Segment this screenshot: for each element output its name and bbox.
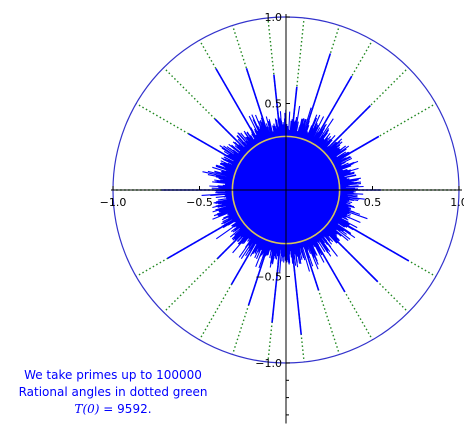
y-tick-label-1: 0.5 (265, 98, 283, 111)
caption-line-2: Rational angles in dotted green (19, 385, 208, 399)
rational-angle-rays (113, 17, 459, 363)
rational-ray-16 (267, 245, 281, 363)
caption-line-1: We take primes up to 100000 (24, 368, 202, 382)
rational-ray-21 (334, 217, 437, 278)
rational-ray-4 (302, 25, 341, 137)
rational-ray-8 (198, 39, 259, 142)
rational-ray-2 (325, 67, 409, 151)
rational-ray-1 (334, 102, 437, 163)
y-tick-label-2: −0.5 (255, 271, 282, 284)
x-tick-label-3: 1.0 (450, 196, 464, 209)
caption-math-term: T(0) (74, 402, 99, 416)
rational-ray-12 (135, 217, 238, 278)
rational-ray-17 (291, 245, 305, 363)
x-tick-label-0: −1.0 (100, 196, 127, 209)
rational-ray-18 (302, 243, 341, 355)
rational-ray-9 (163, 67, 247, 151)
rational-ray-15 (231, 243, 270, 355)
x-tick-label-1: −0.5 (186, 196, 213, 209)
rational-ray-20 (325, 229, 409, 313)
rational-ray-6 (267, 17, 281, 135)
axes (111, 14, 462, 424)
caption-line-3: T(0) = 9592. (74, 402, 151, 416)
caption-value: = 9592. (99, 402, 151, 416)
rational-ray-7 (231, 25, 270, 137)
rational-ray-14 (198, 238, 259, 341)
y-tick-label-3: −1.0 (255, 357, 282, 370)
rational-ray-3 (313, 39, 374, 142)
y-tick-label-0: 1.0 (265, 11, 283, 24)
rational-ray-13 (163, 229, 247, 313)
tick-labels: −1.0 −0.5 0.5 1.0 1.0 0.5 −0.5 −1.0 (100, 11, 464, 416)
x-tick-label-2: 0.5 (364, 196, 382, 209)
rational-ray-19 (313, 238, 374, 341)
rational-ray-5 (291, 17, 305, 135)
rational-ray-10 (135, 102, 238, 163)
